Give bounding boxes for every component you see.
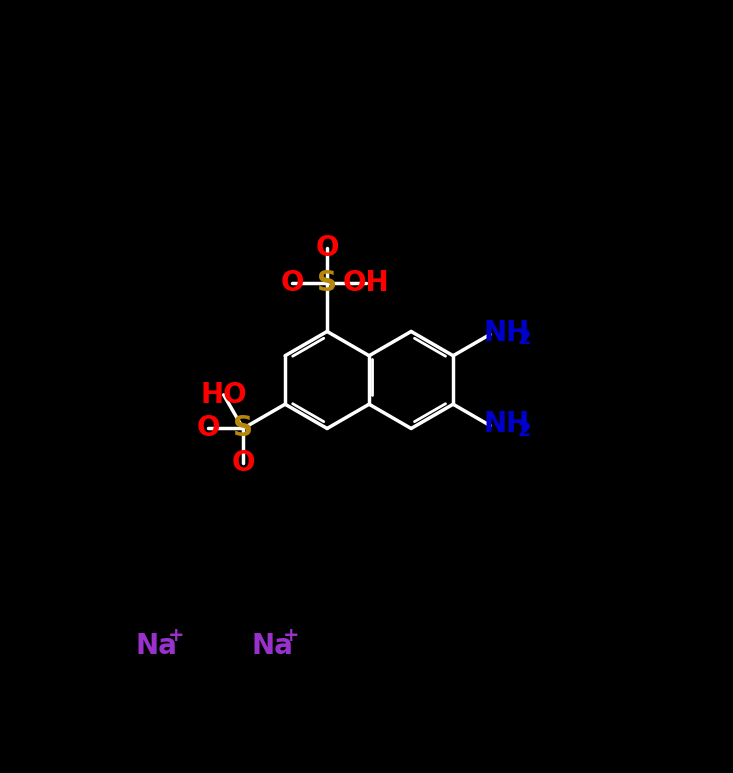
Text: O: O (196, 414, 220, 442)
Text: +: + (283, 626, 300, 645)
Text: O: O (315, 234, 339, 262)
Text: 2: 2 (518, 421, 531, 440)
Text: NH: NH (484, 410, 530, 438)
Text: S: S (233, 414, 253, 442)
Text: Na: Na (136, 632, 177, 659)
Text: O: O (281, 269, 304, 297)
Text: HO: HO (200, 381, 247, 409)
Text: OH: OH (342, 269, 389, 297)
Text: S: S (317, 269, 337, 297)
Text: O: O (232, 449, 255, 478)
Text: NH: NH (484, 318, 530, 347)
Text: 2: 2 (518, 329, 531, 349)
Text: Na: Na (251, 632, 293, 659)
Text: +: + (168, 626, 184, 645)
